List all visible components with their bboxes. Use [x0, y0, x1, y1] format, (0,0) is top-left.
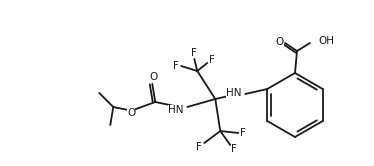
Text: F: F [191, 48, 197, 58]
Text: F: F [209, 55, 215, 65]
Text: O: O [149, 72, 157, 82]
Text: HN: HN [168, 105, 183, 115]
Text: F: F [232, 144, 237, 154]
Text: OH: OH [318, 36, 334, 46]
Text: F: F [240, 128, 246, 138]
Text: F: F [174, 61, 179, 71]
Text: O: O [127, 108, 135, 118]
Text: HN: HN [226, 88, 241, 98]
Text: F: F [196, 142, 202, 152]
Text: O: O [276, 37, 284, 47]
